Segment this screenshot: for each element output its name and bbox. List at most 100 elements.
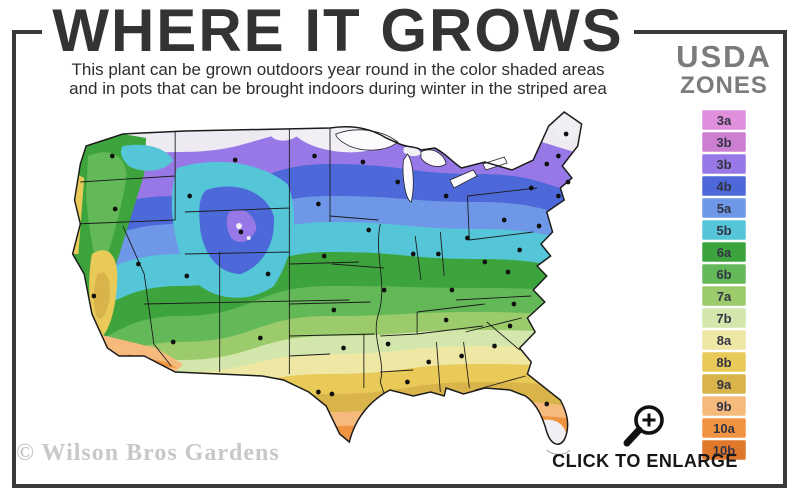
city-dot <box>544 401 550 407</box>
city-dot <box>232 157 238 163</box>
north-dakota-white-patch <box>271 129 298 141</box>
watermark: © Wilson Bros Gardens <box>16 440 280 466</box>
city-dot <box>459 353 464 359</box>
city-dot <box>536 223 542 229</box>
legend-zone-label: 10b <box>712 442 736 458</box>
rockies-white-spot <box>246 236 251 240</box>
upper-michigan-white-patch <box>403 146 421 157</box>
legend-zone-label: 8b <box>716 354 732 370</box>
city-dot <box>170 339 176 345</box>
city-dot <box>443 317 449 323</box>
city-dot <box>544 161 550 167</box>
city-dot <box>426 359 432 365</box>
city-dot <box>341 345 346 351</box>
city-dot <box>329 391 335 397</box>
city-dot <box>405 379 410 385</box>
legend-zone-label: 5a <box>716 200 732 216</box>
legend-title-usda: USDA <box>676 39 772 74</box>
legend-zone-chip: 6b <box>702 264 746 284</box>
lake-erie <box>449 169 478 189</box>
socal-arizona-peach-overlay <box>91 318 183 372</box>
city-dot <box>238 229 244 235</box>
north-maine-white-patch <box>551 114 580 142</box>
legend-zone-label: 7b <box>716 310 732 326</box>
legend-zone-label: 10a <box>713 420 735 436</box>
header: WHERE IT GROWS <box>42 0 634 62</box>
legend-zone-chip: 5a <box>702 198 746 218</box>
city-dot <box>501 217 507 223</box>
city-dot <box>312 153 317 159</box>
legend-zone-chip: 8a <box>702 330 746 350</box>
city-dot <box>385 341 391 347</box>
subtitle-line-2: and in pots that can be brought indoors … <box>69 79 607 98</box>
california-valley-mustard-overlay <box>93 272 110 319</box>
usda-zones-legend: USDA ZONES 3a 3b 3b 4b 5a 5b 6a 6b 7a 7b 8a 8b 9a 9b 1… <box>660 40 788 462</box>
city-dot <box>556 153 561 159</box>
legend-zone-chip: 7b <box>702 308 746 328</box>
legend-zone-label: 3b <box>716 134 732 150</box>
legend-zone-label: 9b <box>716 398 732 414</box>
city-dot <box>395 179 401 185</box>
legend-title-zones: ZONES <box>680 72 768 99</box>
legend-zone-label: 6a <box>716 244 732 260</box>
city-dot <box>492 343 497 349</box>
legend-zone-label: 8a <box>716 332 732 348</box>
legend-zone-label: 3a <box>716 112 732 128</box>
magnifier-plus-icon[interactable] <box>620 402 670 450</box>
west-coast-overlays <box>72 134 295 372</box>
legend-zone-chip: 9b <box>702 396 746 416</box>
legend-zone-chip: 4b <box>702 176 746 196</box>
city-dot <box>321 253 327 259</box>
legend-zone-chip: 6a <box>702 242 746 262</box>
usda-zone-map[interactable] <box>30 104 630 464</box>
lake-michigan <box>402 153 414 203</box>
legend-zone-chip: 7a <box>702 286 746 306</box>
legend-zone-label: 5b <box>716 222 732 238</box>
city-dot <box>465 235 470 241</box>
city-dot <box>360 159 366 165</box>
legend-zone-label: 9a <box>716 376 732 392</box>
click-to-enlarge-button[interactable]: CLICK TO ENLARGE <box>536 402 754 472</box>
city-dot <box>511 301 517 307</box>
city-dot <box>316 389 321 395</box>
legend-zone-label: 3b <box>716 156 732 172</box>
city-dot <box>316 201 321 207</box>
city-dot <box>381 287 387 293</box>
legend-zone-label: 7a <box>716 288 732 304</box>
city-dot <box>331 307 337 313</box>
city-dot <box>563 131 569 137</box>
city-dot <box>265 271 271 277</box>
legend-zone-chip: 10b <box>702 440 746 460</box>
city-dot <box>482 259 488 265</box>
legend-zone-chip: 5b <box>702 220 746 240</box>
city-dot <box>517 247 522 253</box>
click-to-enlarge-label[interactable]: CLICK TO ENLARGE <box>552 451 738 471</box>
eastern-washington-cyan-overlay <box>120 144 174 171</box>
legend-zone-chip: 9a <box>702 374 746 394</box>
city-dot <box>112 206 118 212</box>
city-dot <box>410 251 416 257</box>
legend-zone-chip: 8b <box>702 352 746 372</box>
city-dot <box>556 193 561 199</box>
city-dot <box>366 227 372 233</box>
city-dot <box>507 323 513 329</box>
city-dot <box>187 193 193 199</box>
city-dot <box>109 153 115 159</box>
rockies-white-spot <box>236 223 242 229</box>
city-dot <box>184 273 190 279</box>
city-dot <box>436 251 441 257</box>
city-dot <box>449 287 455 293</box>
city-dots <box>91 131 571 407</box>
city-dot <box>528 185 534 191</box>
page-title: WHERE IT GROWS <box>52 0 624 64</box>
legend-zone-label: 4b <box>716 178 732 194</box>
state-borders <box>74 128 538 395</box>
city-dot <box>443 193 449 199</box>
florida-keys-line <box>546 449 571 456</box>
city-dot <box>258 335 263 341</box>
subtitle-line-1: This plant can be grown outdoors year ro… <box>71 60 605 79</box>
lake-huron <box>420 149 447 167</box>
legend-zone-chip: 3b <box>702 132 746 152</box>
coast-inner-green-overlay <box>86 152 127 274</box>
lake-ontario <box>482 156 508 171</box>
